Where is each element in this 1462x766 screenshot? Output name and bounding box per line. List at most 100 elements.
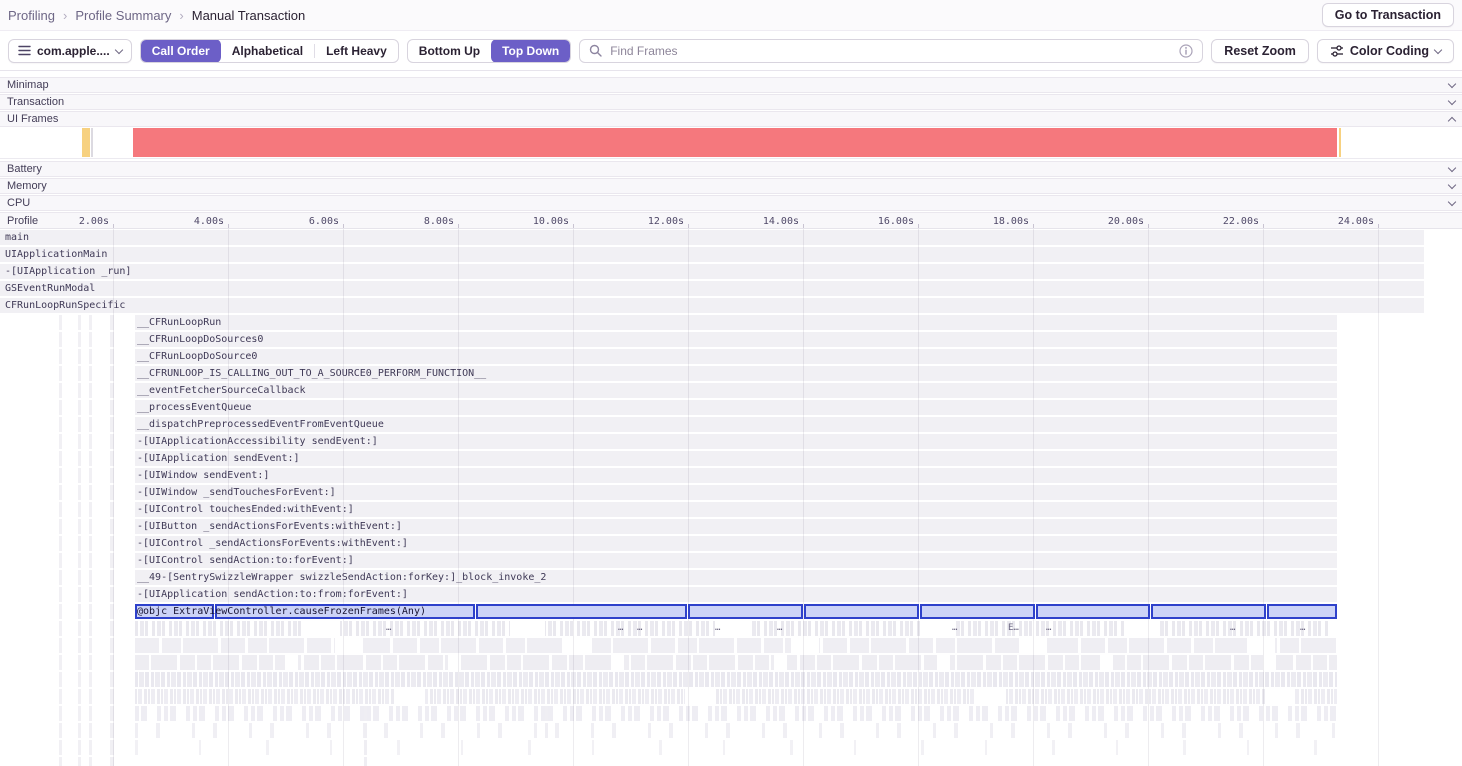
flame-frame[interactable]: -[UIApplication sendAction:to:from:forEv… [135,587,1337,602]
flame-frame[interactable]: GSEventRunModal [0,281,1424,296]
flame-row-truncated[interactable]: … … … … … … E… … … … [135,621,1337,636]
flame-frame[interactable]: -[UIControl _sendActionsForEvents:withEv… [135,536,1337,551]
flame-frame[interactable]: -[UIWindow sendEvent:] [135,468,1337,483]
selected-frame-segment[interactable] [215,604,475,619]
flame-frame[interactable]: __processEventQueue [135,400,1337,415]
flame-frame[interactable]: -[UIWindow _sendTouchesForEvent:] [135,485,1337,500]
flame-row-dense[interactable] [135,655,1337,670]
section-header-memory[interactable]: Memory [0,178,1462,194]
narrow-frame-column[interactable] [59,315,62,766]
flame-frame[interactable]: -[UIApplication sendEvent:] [135,451,1337,466]
section-header-minimap[interactable]: Minimap [0,77,1462,93]
narrow-frame-column[interactable] [78,315,81,766]
section-label: Profile [7,215,39,227]
frame-label: -[UIApplication _run] [5,266,132,277]
sort-left-heavy-button[interactable]: Left Heavy [315,40,398,62]
selected-flame-frame-row[interactable]: @objc ExtraViewController.causeFrozenFra… [135,604,1337,619]
axis-tick-mark [343,224,344,228]
sort-call-order-button[interactable]: Call Order [140,39,221,62]
frame-label: __49-[SentrySwizzleWrapper swizzleSendAc… [137,572,547,583]
info-icon[interactable] [1179,43,1193,58]
list-icon [18,45,31,56]
section-header-transaction[interactable]: Transaction [0,94,1462,110]
selected-frame-segment[interactable] [1151,604,1266,619]
flame-frame[interactable]: __CFRunLoopDoSource0 [135,349,1337,364]
truncated-frame-label[interactable]: … [777,623,783,633]
flame-frame[interactable]: __CFRunLoopRun [135,315,1337,330]
truncated-frame-label[interactable]: … [1230,623,1236,633]
selected-frame-segment[interactable] [476,604,687,619]
frame-label: -[UIButton _sendActionsForEvents:withEve… [137,521,402,532]
axis-tick-label: 18.00s [992,216,1029,227]
color-coding-dropdown[interactable]: Color Coding [1316,38,1454,63]
narrow-frame-column[interactable] [364,706,367,766]
section-header-battery[interactable]: Battery [0,161,1462,177]
direction-top-down-button[interactable]: Top Down [491,39,571,62]
narrow-frame-column[interactable] [545,706,548,738]
truncated-frame-label[interactable]: … [1046,623,1052,633]
reset-zoom-button[interactable]: Reset Zoom [1211,38,1309,63]
flame-frame[interactable]: __dispatchPreprocessedEventFromEventQueu… [135,417,1337,432]
truncated-frame-label[interactable]: … [618,623,624,633]
frame-label: __CFRunLoopRun [137,317,222,328]
flame-frame[interactable]: -[UIButton _sendActionsForEvents:withEve… [135,519,1337,534]
axis-tick-label: 22.00s [1222,216,1259,227]
selected-frame-segment[interactable] [1267,604,1337,619]
selected-frame-segment[interactable] [1036,604,1150,619]
flame-frame[interactable]: -[UIControl touchesEnded:withEvent:] [135,502,1337,517]
flame-frame[interactable]: __CFRunLoopDoSources0 [135,332,1337,347]
narrow-frame-column[interactable] [110,315,114,766]
truncated-frame-label[interactable]: … [1300,623,1306,633]
flame-row-dense[interactable] [135,740,1337,755]
chevron-down-icon [1447,96,1457,106]
axis-tick-label: 10.00s [532,216,569,227]
profile-time-axis: Profile 2.00s 4.00s 6.00s 8.00s 10.00s 1… [0,212,1462,229]
flame-frame[interactable]: __49-[SentrySwizzleWrapper swizzleSendAc… [135,570,1337,585]
breadcrumb-profiling[interactable]: Profiling [8,7,55,23]
direction-bottom-up-button[interactable]: Bottom Up [408,40,491,62]
flame-frame[interactable]: main [0,230,1424,245]
narrow-frame-column[interactable] [89,315,92,766]
flame-frame[interactable]: UIApplicationMain [0,247,1424,262]
sorting-segmented-control: Call Order Alphabetical Left Heavy [139,38,399,63]
flame-frame[interactable]: __eventFetcherSourceCallback [135,383,1337,398]
frame-label: __eventFetcherSourceCallback [137,385,306,396]
truncated-frame-label[interactable]: E… [1008,623,1019,633]
chevron-down-icon [1447,180,1457,190]
flame-frame[interactable]: CFRunLoopRunSpecific [0,298,1424,313]
truncated-frame-label[interactable]: … [386,623,392,633]
truncated-frame-label[interactable]: … [715,623,721,633]
truncated-frame-label[interactable]: … [637,623,643,633]
chevron-down-icon [114,45,123,54]
flame-row-dense[interactable] [135,689,1337,704]
search-input[interactable] [608,42,1174,59]
frame-label: __CFRunLoopDoSources0 [137,334,264,345]
flame-row-dense[interactable] [135,723,1337,738]
selected-frame-segment[interactable] [804,604,919,619]
selected-frame-segment[interactable] [688,604,803,619]
go-to-transaction-button[interactable]: Go to Transaction [1321,3,1454,27]
flame-frame[interactable]: -[UIControl sendAction:to:forEvent:] [135,553,1337,568]
section-header-cpu[interactable]: CPU [0,195,1462,211]
thread-selector-dropdown[interactable]: com.apple.... [8,38,132,63]
flame-row-dense[interactable] [135,672,1337,687]
flame-frame[interactable]: -[UIApplication _run] [0,264,1424,279]
slow-frame-bar[interactable] [82,128,90,157]
breadcrumb-profile-summary[interactable]: Profile Summary [75,7,172,23]
selected-frame-segment[interactable] [920,604,1035,619]
sort-alphabetical-button[interactable]: Alphabetical [221,40,314,62]
flame-row-dense[interactable] [135,638,1337,653]
axis-tick-mark [113,224,114,228]
flame-frame[interactable]: __CFRUNLOOP_IS_CALLING_OUT_TO_A_SOURCE0_… [135,366,1337,381]
flame-frame[interactable]: -[UIApplicationAccessibility sendEvent:] [135,434,1337,449]
flamegraph-canvas[interactable]: main UIApplicationMain -[UIApplication _… [0,229,1462,766]
chevron-down-icon [1447,79,1457,89]
flame-row-dense[interactable] [135,706,1337,721]
frozen-frame-bar[interactable] [133,128,1337,157]
truncated-frame-label[interactable]: … [952,623,958,633]
breadcrumb-separator: › [62,7,68,23]
section-header-ui-frames[interactable]: UI Frames [0,111,1462,127]
selected-frame-segment[interactable] [135,604,214,619]
frame-label: -[UIApplicationAccessibility sendEvent:] [137,436,378,447]
slow-frame-bar[interactable] [1339,128,1341,157]
